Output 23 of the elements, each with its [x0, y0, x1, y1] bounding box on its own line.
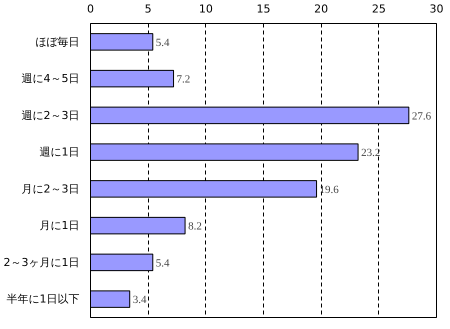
x-tick-label: 15 — [256, 2, 270, 16]
data-label: 23.2 — [361, 147, 380, 160]
y-tick-label: 月に1日 — [40, 219, 80, 232]
y-tick-label: 半年に1日以下 — [6, 292, 80, 306]
x-tick-label: 25 — [372, 2, 386, 16]
data-label: 27.6 — [412, 110, 432, 122]
data-label: 3.4 — [132, 294, 147, 306]
data-label: 5.4 — [156, 36, 170, 49]
x-tick-label: 5 — [144, 2, 152, 16]
x-tick-label: 20 — [314, 2, 328, 16]
x-tick-label: 10 — [198, 2, 213, 16]
y-tick-label: 月に2～3日 — [22, 182, 80, 196]
y-tick-label: 週に1日 — [40, 146, 80, 159]
data-label: 7.2 — [176, 74, 190, 86]
y-tick-label: 週に2～3日 — [22, 108, 80, 122]
data-label: 19.6 — [320, 184, 340, 196]
x-tick-label: 30 — [430, 2, 444, 16]
y-tick-label: ほぼ毎日 — [36, 35, 80, 48]
data-label: 5.4 — [156, 257, 170, 270]
y-tick-label: 2～3ヶ月に1日 — [4, 256, 80, 269]
y-tick-label: 週に4～5日 — [22, 72, 80, 86]
x-tick-label: 0 — [87, 2, 94, 16]
data-label: 8.2 — [188, 220, 202, 233]
